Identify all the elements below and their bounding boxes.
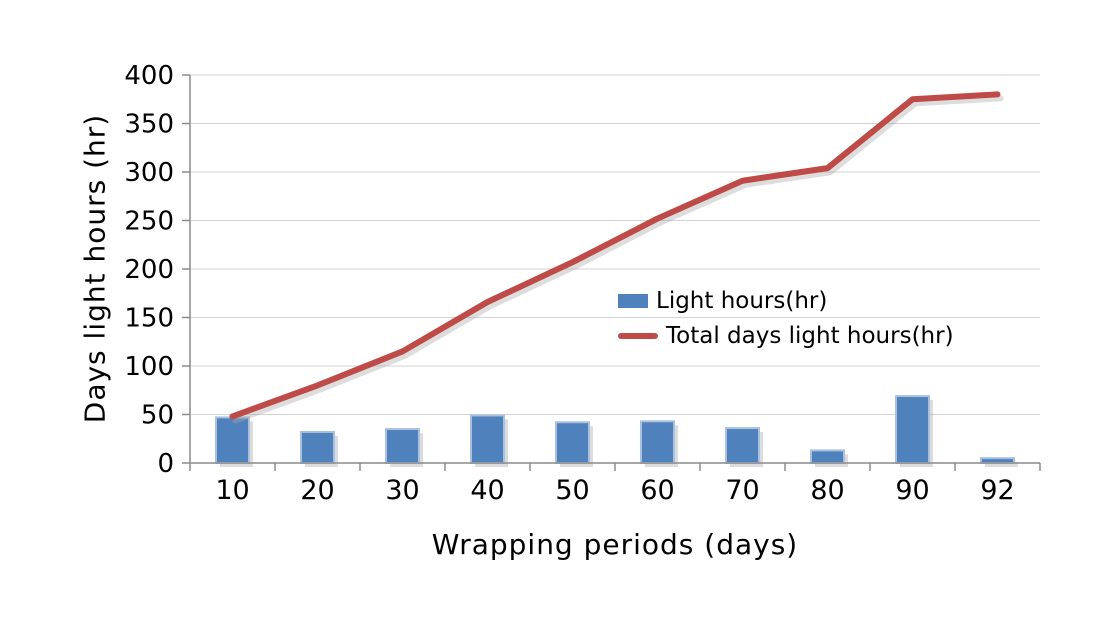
x-tick-label: 50: [555, 475, 589, 506]
y-tick-label: 150: [124, 304, 174, 334]
y-tick-label: 0: [157, 449, 174, 479]
legend-label-bar-series: Light hours(hr): [656, 288, 828, 314]
y-axis-title: Days light hours (hr): [78, 113, 112, 424]
bar: [215, 416, 250, 465]
bar: [470, 414, 505, 464]
bar: [640, 420, 675, 465]
y-tick-label: 350: [124, 110, 174, 140]
bar: [555, 421, 590, 465]
x-tick-label: 30: [385, 475, 419, 506]
y-tick-label: 300: [124, 158, 174, 188]
x-tick-label: 60: [640, 475, 674, 506]
y-tick-label: 50: [141, 401, 174, 431]
y-tick-label: 400: [124, 61, 174, 91]
legend: Light hours(hr) Total days light hours(h…: [618, 288, 954, 349]
x-tick-label: 80: [810, 475, 844, 506]
legend-label-line-series: Total days light hours(hr): [666, 323, 954, 349]
y-tick-label: 100: [124, 352, 174, 382]
x-tick-label: 92: [980, 475, 1014, 506]
x-axis-title: Wrapping periods (days): [431, 528, 799, 561]
total-line: [229, 91, 1001, 420]
bar: [725, 427, 760, 464]
x-tick-label: 40: [470, 475, 504, 506]
legend-item-bar-series: Light hours(hr): [618, 288, 954, 314]
bar-series-swatch-icon: [618, 294, 648, 308]
line-series-swatch-icon: [618, 333, 658, 339]
legend-item-line-series: Total days light hours(hr): [618, 323, 954, 349]
bar: [810, 449, 845, 465]
x-tick-label: 20: [300, 475, 334, 506]
x-tick-label: 90: [895, 475, 929, 506]
bar: [385, 428, 420, 464]
x-tick-label: 70: [725, 475, 759, 506]
bar: [300, 430, 335, 464]
x-tick-label: 10: [215, 475, 249, 506]
y-tick-label: 200: [124, 255, 174, 285]
y-tick-label: 250: [124, 207, 174, 237]
bar: [895, 395, 930, 465]
